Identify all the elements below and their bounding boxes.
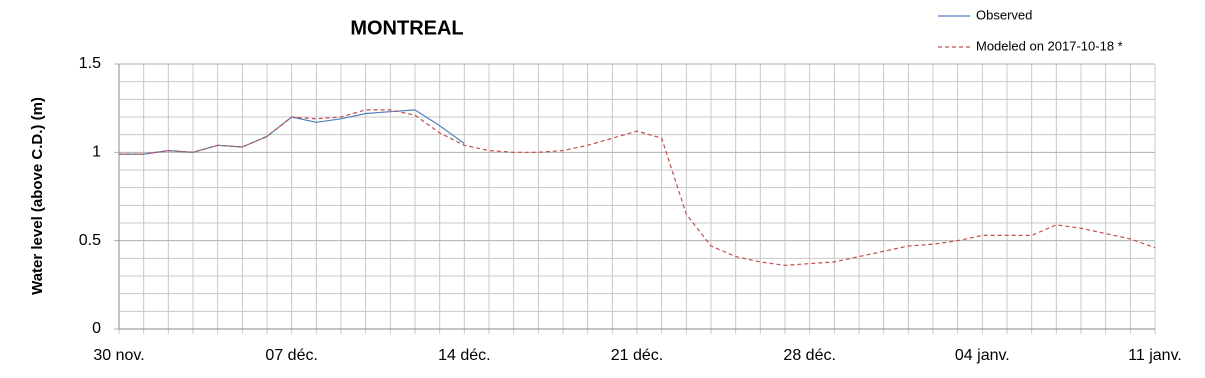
x-tick-label: 07 déc. <box>265 347 317 364</box>
x-tick-label: 11 janv. <box>1128 347 1182 364</box>
x-tick-label: 04 janv. <box>955 347 1010 364</box>
y-tick-label: 0 <box>92 320 101 337</box>
y-tick-label: 1.5 <box>79 55 101 72</box>
x-tick-label: 28 déc. <box>783 347 835 364</box>
y-axis-label: Water level (above C.D.) (m) <box>29 97 46 295</box>
x-tick-label: 21 déc. <box>611 347 663 364</box>
y-tick-label: 0.5 <box>79 232 101 249</box>
x-tick-label: 14 déc. <box>438 347 490 364</box>
legend-label: Modeled on 2017-10-18 * <box>976 38 1123 53</box>
y-tick-label: 1 <box>92 144 101 161</box>
legend-label: Observed <box>976 7 1032 22</box>
x-tick-label: 30 nov. <box>93 347 144 364</box>
series-line <box>119 109 1156 266</box>
chart-title: MONTREAL <box>350 17 463 39</box>
